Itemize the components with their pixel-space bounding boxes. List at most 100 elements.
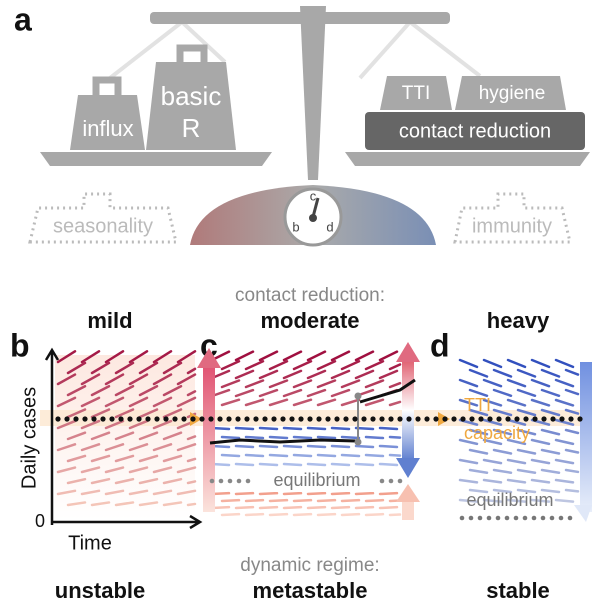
streamline (244, 512, 265, 517)
streamline (478, 416, 484, 422)
streamline (492, 388, 513, 398)
streamline (90, 477, 111, 485)
streamline (482, 358, 503, 369)
streamline (104, 443, 125, 452)
streamline (330, 388, 351, 398)
streamline (567, 515, 573, 521)
streamline (568, 416, 574, 422)
streamline (90, 361, 111, 375)
streamline (506, 438, 527, 446)
streamline (550, 416, 556, 422)
streamline (234, 505, 255, 510)
streamline (104, 419, 125, 430)
streamline (66, 431, 87, 441)
streamline (271, 416, 277, 422)
streamline (468, 428, 489, 436)
streamline (388, 453, 402, 457)
weight-label: influx (82, 116, 133, 141)
streamline (522, 515, 528, 521)
streamline (282, 444, 303, 449)
streamline (258, 369, 279, 380)
streamline (306, 462, 327, 467)
streamline (486, 515, 492, 521)
streamline (226, 416, 232, 422)
streamline (128, 396, 149, 408)
streamline (530, 498, 551, 503)
streamline (316, 435, 337, 440)
streamline (306, 505, 327, 510)
panel-label: b (10, 327, 30, 363)
streamline (492, 428, 513, 436)
streamline (330, 350, 351, 362)
streamline (292, 512, 313, 517)
streamline (91, 416, 97, 422)
streamline (80, 350, 101, 364)
streamline (162, 361, 183, 375)
streamline (186, 390, 197, 397)
streamline (128, 419, 149, 430)
streamline (268, 512, 289, 517)
streamline (554, 478, 575, 484)
streamline (244, 360, 265, 371)
streamline (209, 478, 215, 484)
streamline (234, 369, 255, 380)
streamline (292, 453, 313, 458)
streamline (258, 462, 279, 467)
streamline (307, 416, 313, 422)
streamline (154, 416, 160, 422)
y-zero: 0 (35, 511, 45, 531)
overlay: b c d Daily cases 0 Time equilibrium equ… (10, 327, 592, 554)
streamline (532, 416, 538, 422)
streamline (82, 416, 88, 422)
streamline (354, 369, 375, 380)
threshold-label: capacity (464, 423, 530, 443)
streamline (354, 350, 375, 362)
streamline (306, 491, 327, 496)
streamline (176, 396, 197, 408)
streamline (90, 408, 111, 419)
streamline (316, 498, 337, 503)
streamline (138, 384, 159, 397)
streamline (100, 416, 106, 422)
streamline (176, 489, 197, 496)
streamline (325, 416, 331, 422)
streamline (244, 398, 265, 407)
streamline (56, 350, 77, 364)
streamline (268, 435, 289, 440)
streamline (104, 373, 125, 386)
streamline (253, 416, 259, 422)
streamline (316, 398, 337, 407)
streamline (316, 379, 337, 389)
streamline (66, 384, 87, 397)
streamline (268, 453, 289, 458)
streamline (66, 408, 87, 419)
streamline (388, 478, 394, 484)
streamline (282, 369, 303, 380)
streamline (190, 416, 196, 422)
streamline (128, 350, 149, 364)
streamline (220, 512, 241, 517)
streamline (80, 466, 101, 474)
streamline (316, 360, 337, 371)
streamline (514, 416, 520, 422)
streamline (530, 458, 551, 465)
streamline (482, 418, 503, 426)
weight-label: contact reduction (399, 120, 551, 142)
streamline (564, 448, 580, 454)
streamline (176, 373, 197, 386)
weight-label: TTI (402, 83, 431, 104)
streamline (306, 426, 327, 431)
streamline (468, 448, 489, 455)
streamline (220, 360, 241, 371)
equilibrium-label: equilibrium (273, 470, 360, 490)
streamline (245, 478, 251, 484)
streamline (186, 480, 197, 485)
streamline (340, 453, 361, 458)
streamline (540, 488, 561, 494)
streamline (354, 491, 375, 496)
streamline (513, 515, 519, 521)
streamline (258, 444, 279, 449)
streamline (523, 416, 529, 422)
streamline (330, 444, 351, 449)
streamline (540, 448, 561, 455)
